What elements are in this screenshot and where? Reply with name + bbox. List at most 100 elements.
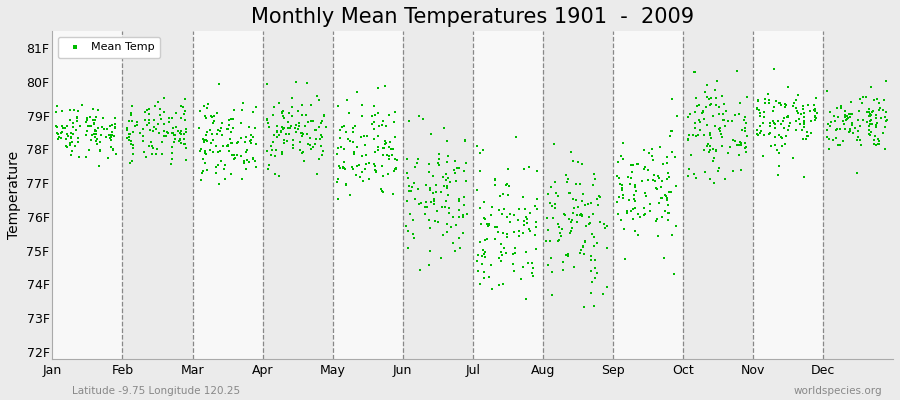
Mean Temp (428, 198, 442, 204)
Mean Temp (194, 146, 208, 152)
Mean Temp (867, 96, 881, 103)
Mean Temp (282, 110, 296, 116)
Mean Temp (703, 176, 717, 182)
Mean Temp (381, 171, 395, 177)
Mean Temp (837, 108, 851, 114)
Mean Temp (565, 225, 580, 232)
Mean Temp (697, 132, 711, 138)
Mean Temp (482, 274, 497, 280)
Mean Temp (78, 132, 93, 138)
Bar (472, 31, 543, 358)
Mean Temp (354, 134, 368, 140)
Mean Temp (662, 133, 677, 139)
Mean Temp (283, 125, 297, 131)
Mean Temp (423, 248, 437, 254)
Bar (193, 31, 263, 358)
Mean Temp (275, 108, 290, 114)
Mean Temp (480, 236, 494, 242)
Mean Temp (449, 178, 464, 184)
Mean Temp (853, 123, 868, 130)
Mean Temp (151, 121, 166, 128)
Mean Temp (264, 152, 278, 159)
Mean Temp (171, 128, 185, 134)
Mean Temp (651, 173, 665, 180)
Mean Temp (507, 212, 521, 218)
Mean Temp (88, 128, 103, 134)
Mean Temp (681, 137, 696, 144)
Mean Temp (478, 216, 492, 222)
Mean Temp (58, 136, 73, 143)
Mean Temp (639, 193, 653, 200)
Mean Temp (211, 126, 225, 133)
Mean Temp (422, 169, 436, 176)
Mean Temp (86, 106, 100, 113)
Mean Temp (703, 147, 717, 154)
Mean Temp (776, 118, 790, 124)
Mean Temp (612, 194, 626, 200)
Mean Temp (587, 243, 601, 249)
Mean Temp (153, 106, 167, 112)
Mean Temp (275, 124, 290, 130)
Mean Temp (780, 114, 795, 120)
Mean Temp (289, 129, 303, 135)
Mean Temp (172, 138, 186, 144)
Mean Temp (221, 121, 236, 128)
Mean Temp (691, 102, 706, 109)
Mean Temp (103, 132, 117, 138)
Mean Temp (700, 143, 715, 149)
Mean Temp (789, 104, 804, 111)
Mean Temp (313, 131, 328, 138)
Mean Temp (730, 68, 744, 74)
Mean Temp (166, 130, 181, 136)
Mean Temp (452, 165, 466, 172)
Mean Temp (843, 111, 858, 117)
Mean Temp (64, 135, 78, 142)
Mean Temp (457, 194, 472, 200)
Mean Temp (792, 116, 806, 122)
Mean Temp (801, 102, 815, 108)
Mean Temp (275, 109, 290, 115)
Mean Temp (627, 182, 642, 188)
Mean Temp (693, 119, 707, 126)
Mean Temp (259, 116, 274, 122)
Mean Temp (435, 203, 449, 210)
Mean Temp (560, 179, 574, 186)
Mean Temp (59, 131, 74, 137)
Mean Temp (477, 250, 491, 257)
Mean Temp (664, 128, 679, 134)
Mean Temp (840, 116, 854, 122)
Mean Temp (302, 142, 317, 148)
Mean Temp (865, 120, 879, 127)
Mean Temp (174, 131, 188, 137)
Mean Temp (346, 166, 360, 172)
Mean Temp (400, 245, 415, 251)
Mean Temp (751, 97, 765, 103)
Mean Temp (808, 108, 823, 114)
Mean Temp (375, 188, 390, 194)
Mean Temp (624, 174, 638, 181)
Mean Temp (739, 119, 753, 126)
Mean Temp (147, 124, 161, 131)
Mean Temp (423, 185, 437, 191)
Text: worldspecies.org: worldspecies.org (794, 386, 882, 396)
Mean Temp (872, 138, 886, 144)
Mean Temp (506, 251, 520, 257)
Mean Temp (764, 142, 778, 149)
Mean Temp (88, 134, 103, 140)
Mean Temp (804, 118, 818, 124)
Mean Temp (795, 126, 809, 133)
Mean Temp (196, 168, 211, 174)
Mean Temp (599, 223, 614, 230)
Mean Temp (372, 122, 386, 129)
Mean Temp (193, 148, 207, 154)
Mean Temp (824, 119, 839, 125)
Mean Temp (330, 196, 345, 202)
Mean Temp (650, 186, 664, 192)
Mean Temp (206, 136, 220, 143)
Mean Temp (374, 162, 389, 169)
Mean Temp (683, 111, 698, 117)
Mean Temp (624, 162, 638, 168)
Mean Temp (516, 264, 530, 270)
Mean Temp (848, 125, 862, 131)
Mean Temp (89, 114, 104, 120)
